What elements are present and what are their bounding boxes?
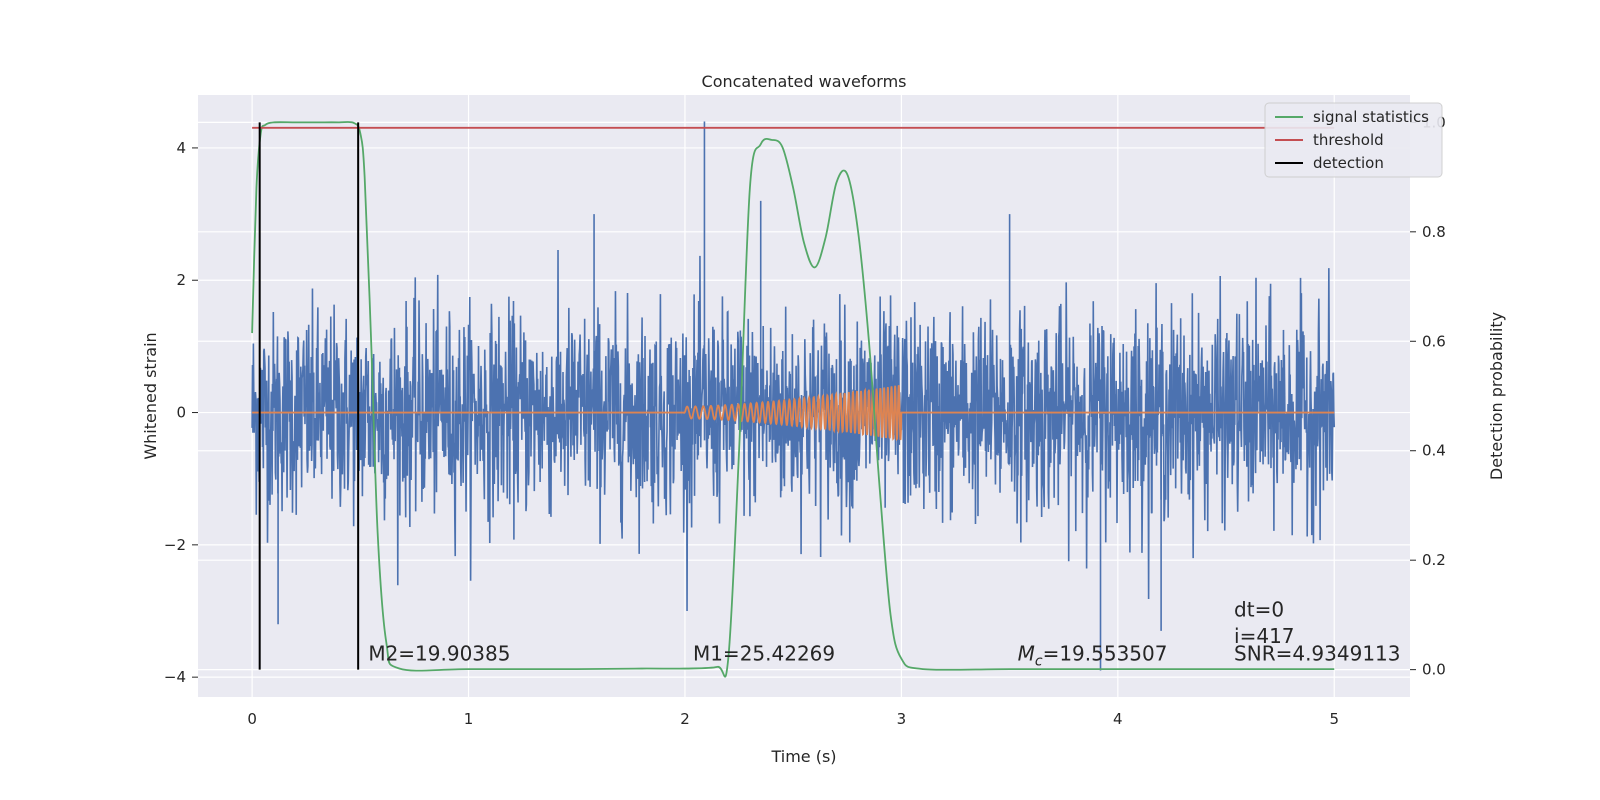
legend-label: threshold [1313, 131, 1384, 149]
y-right-tick-label: 0.8 [1422, 223, 1446, 241]
x-tick-label: 2 [680, 710, 690, 728]
y-right-tick-label: 0.2 [1422, 551, 1446, 569]
annotation: Mc=19.553507 [1018, 642, 1168, 670]
whitened-strain-peaks [277, 121, 1162, 671]
y-right-tick-label: 0.6 [1422, 332, 1446, 350]
signal-statistics-line [251, 121, 1335, 678]
x-tick-label: 5 [1329, 710, 1339, 728]
legend-label: signal statistics [1313, 108, 1429, 126]
x-tick-label: 0 [247, 710, 257, 728]
x-axis-label: Time (s) [770, 747, 836, 766]
annotation: SNR=4.9349113 [1234, 642, 1400, 666]
annotation: M1=25.42269 [693, 642, 835, 666]
legend: signal statistics threshold detection [1264, 102, 1443, 178]
annotation: M2=19.90385 [368, 642, 510, 666]
annotation: i=417 [1234, 624, 1295, 648]
x-tick-label: 3 [897, 710, 907, 728]
x-tick-label: 4 [1113, 710, 1123, 728]
y-tick-label: 4 [176, 139, 186, 157]
chart-title: Concatenated waveforms [702, 72, 907, 91]
y-tick-label: −2 [164, 536, 186, 554]
y-right-tick-label: 0.4 [1422, 442, 1446, 460]
y-tick-label: 0 [176, 404, 186, 422]
legend-label: detection [1313, 154, 1384, 172]
y-axis-label-left: Whitened strain [141, 332, 160, 459]
y-right-tick-label: 0.0 [1422, 661, 1446, 679]
x-tick-label: 1 [464, 710, 474, 728]
chirp-waveform-line [252, 385, 1335, 442]
legend-box [1264, 102, 1443, 178]
y-axis-label-right: Detection probability [1487, 312, 1506, 480]
y-tick-label: −4 [164, 668, 186, 686]
annotations-layer: M2=19.90385 M1=25.42269 Mc=19.553507 SNR=4.… [368, 597, 1400, 669]
series-layer [251, 121, 1336, 678]
y-tick-label: 2 [176, 271, 186, 289]
annotation: dt=0 [1234, 597, 1284, 621]
